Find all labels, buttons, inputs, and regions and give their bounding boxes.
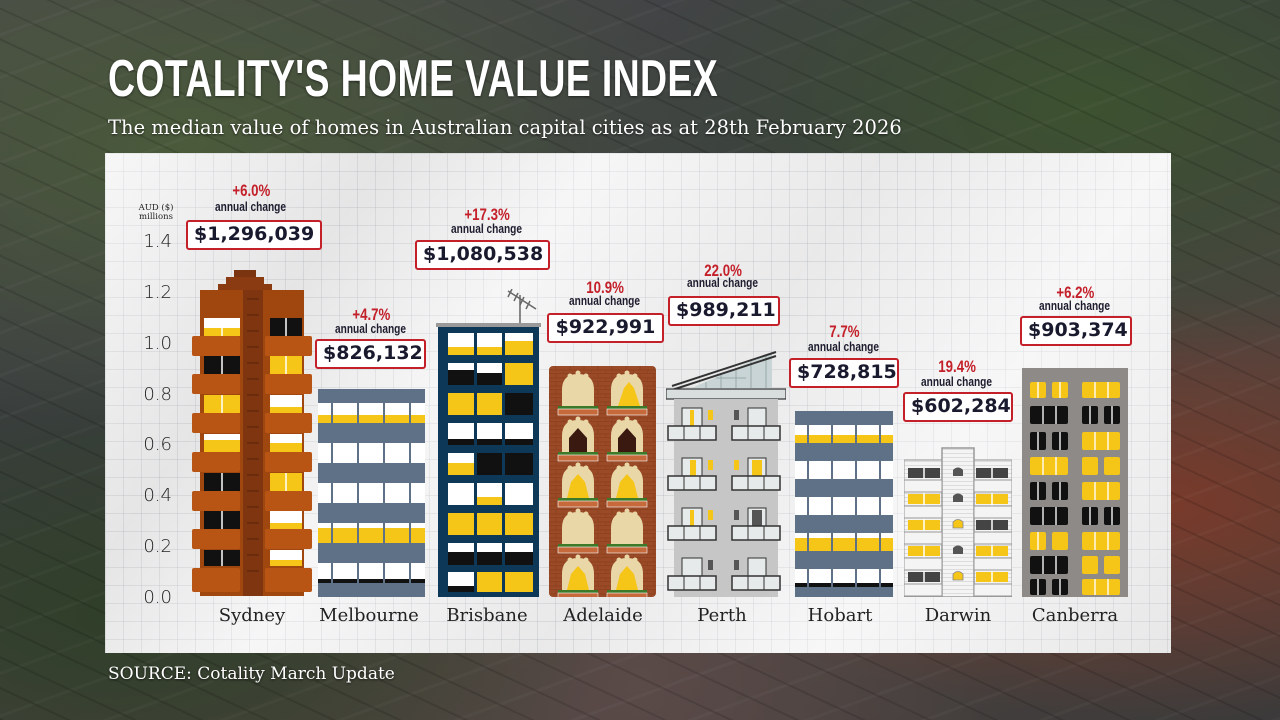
melbourne-building-bar bbox=[318, 389, 425, 597]
hobart-change-sublabel: annual change bbox=[769, 340, 919, 353]
perth-annual-change: 22.0% bbox=[648, 262, 798, 279]
brisbane-price-label: $1,080,538 bbox=[415, 240, 550, 270]
x-label-adelaide: Adelaide bbox=[563, 605, 643, 626]
sydney-annual-change: +6.0% bbox=[176, 182, 326, 199]
hobart-annual-change: 7.7% bbox=[769, 323, 919, 340]
page-title: COTALITY'S HOME VALUE INDEX bbox=[108, 50, 719, 108]
adelaide-change-sublabel: annual change bbox=[530, 294, 680, 307]
adelaide-annual-change: 10.9% bbox=[530, 279, 680, 296]
canberra-building-bar bbox=[1022, 368, 1128, 597]
brisbane-change-sublabel-text: annual change bbox=[451, 221, 523, 236]
y-axis-unit-line1: AUD ($) bbox=[138, 203, 174, 213]
melbourne-change-sublabel: annual change bbox=[296, 322, 446, 335]
y-tick-0-8: 0.8 bbox=[143, 384, 172, 405]
hobart-price-label: $728,815 bbox=[789, 358, 899, 388]
canberra-change-value: +6.2% bbox=[1056, 283, 1094, 302]
perth-change-sublabel-text: annual change bbox=[687, 275, 759, 290]
y-tick-1-4: 1.4 bbox=[143, 231, 172, 252]
page-subtitle: The median value of homes in Australian … bbox=[108, 116, 902, 139]
adelaide-building-bar bbox=[549, 366, 656, 597]
sydney-change-sublabel-text: annual change bbox=[215, 199, 287, 214]
sydney-change-sublabel: annual change bbox=[176, 200, 326, 213]
adelaide-price-label: $922,991 bbox=[547, 313, 664, 343]
source-note: SOURCE: Cotality March Update bbox=[108, 664, 395, 684]
x-label-hobart: Hobart bbox=[807, 605, 873, 626]
y-axis-unit-label: AUD ($) millions bbox=[130, 204, 182, 222]
darwin-change-sublabel: annual change bbox=[882, 375, 1032, 388]
canberra-change-sublabel: annual change bbox=[1000, 299, 1150, 312]
sydney-price-label: $1,296,039 bbox=[186, 220, 322, 250]
adelaide-change-value: 10.9% bbox=[586, 278, 624, 297]
y-tick-1-0: 1.0 bbox=[143, 333, 172, 354]
perth-change-sublabel: annual change bbox=[648, 276, 798, 289]
y-axis-unit-line2: millions bbox=[139, 212, 173, 222]
sydney-change-value: +6.0% bbox=[232, 181, 270, 200]
x-label-darwin: Darwin bbox=[924, 605, 992, 626]
melbourne-price-label: $826,132 bbox=[315, 339, 426, 369]
perth-price-label: $989,211 bbox=[668, 296, 780, 326]
perth-building-bar bbox=[666, 346, 786, 597]
canberra-change-sublabel-text: annual change bbox=[1039, 298, 1111, 313]
y-tick-0-4: 0.4 bbox=[143, 485, 172, 506]
darwin-change-sublabel-text: annual change bbox=[921, 374, 993, 389]
hobart-building-bar bbox=[795, 411, 893, 597]
brisbane-change-sublabel: annual change bbox=[412, 222, 562, 235]
brisbane-annual-change: +17.3% bbox=[412, 206, 562, 223]
brisbane-building-bar bbox=[436, 289, 541, 597]
melbourne-annual-change: +4.7% bbox=[296, 306, 446, 323]
darwin-change-value: 19.4% bbox=[938, 357, 976, 376]
x-label-perth: Perth bbox=[697, 605, 747, 626]
y-tick-0-0: 0.0 bbox=[143, 587, 172, 608]
sydney-building-bar bbox=[192, 268, 312, 598]
hobart-change-value: 7.7% bbox=[828, 322, 860, 341]
x-label-brisbane: Brisbane bbox=[446, 605, 528, 626]
x-label-melbourne: Melbourne bbox=[319, 605, 419, 626]
x-label-canberra: Canberra bbox=[1031, 605, 1119, 626]
y-tick-0-2: 0.2 bbox=[143, 536, 172, 557]
canberra-price-label: $903,374 bbox=[1020, 316, 1132, 346]
x-label-sydney: Sydney bbox=[218, 605, 286, 626]
darwin-building-bar bbox=[904, 446, 1012, 597]
y-tick-1-2: 1.2 bbox=[143, 282, 172, 303]
perth-change-value: 22.0% bbox=[704, 261, 742, 280]
brisbane-change-value: +17.3% bbox=[464, 205, 510, 224]
y-tick-0-6: 0.6 bbox=[143, 434, 172, 455]
canberra-annual-change: +6.2% bbox=[1000, 284, 1150, 301]
darwin-price-label: $602,284 bbox=[903, 392, 1013, 422]
melbourne-change-sublabel-text: annual change bbox=[335, 321, 407, 336]
hobart-change-sublabel-text: annual change bbox=[808, 339, 880, 354]
adelaide-change-sublabel-text: annual change bbox=[569, 293, 641, 308]
melbourne-change-value: +4.7% bbox=[352, 305, 390, 324]
darwin-annual-change: 19.4% bbox=[882, 358, 1032, 375]
